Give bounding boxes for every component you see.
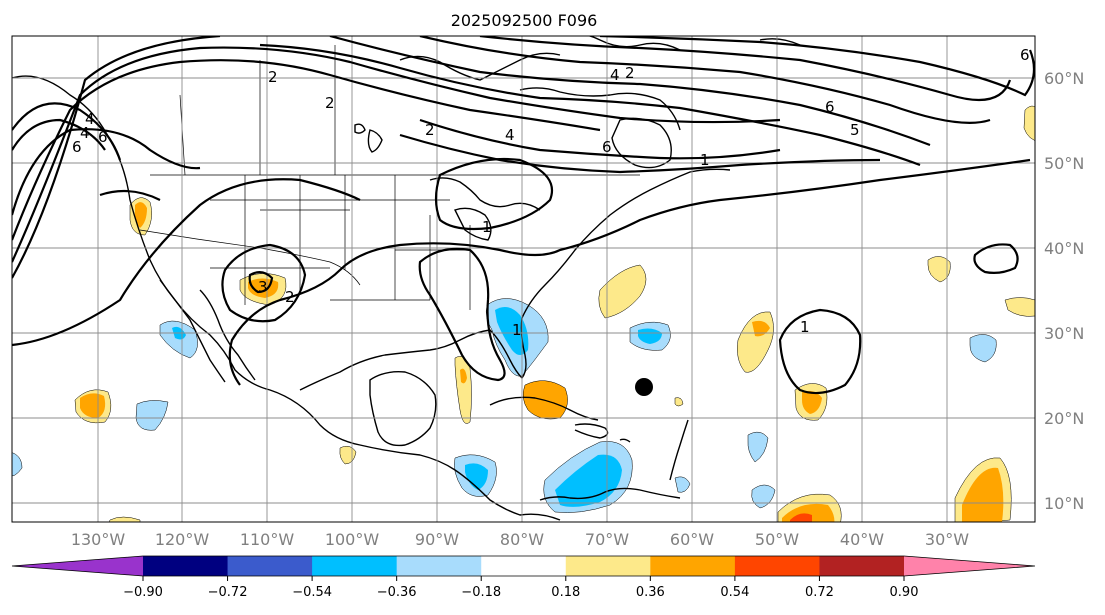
colorbar-tick-label: 0.72 [805, 585, 834, 600]
lat-label: 10°N [1044, 494, 1084, 513]
colorbar-tick-label: 0.18 [551, 585, 580, 600]
contour-label: 4 [85, 110, 95, 128]
contour-label: 1 [800, 318, 810, 336]
colorbar-tick-labels: −0.90 −0.72 −0.54 −0.36 −0.18 0.18 0.36 0.54 0.7… [123, 576, 918, 600]
lon-label: 80°W [500, 530, 544, 549]
colorbar-segment [481, 556, 567, 576]
lat-label: 40°N [1044, 239, 1084, 258]
lon-label: 30°W [925, 530, 969, 549]
anomaly-positive [927, 256, 951, 283]
contour-label: 3 [258, 278, 268, 296]
borders [139, 45, 640, 310]
contour-label: 2 [625, 64, 635, 82]
colorbar-extend-low [12, 556, 143, 576]
colorbar-tick-label: 0.54 [720, 585, 749, 600]
contour-label: 5 [850, 121, 860, 139]
lat-label: 30°N [1044, 324, 1084, 343]
colorbar-segment [143, 556, 229, 576]
coastlines [12, 36, 801, 521]
lon-label: 130°W [71, 530, 126, 549]
contour-label: 6 [602, 138, 612, 156]
colorbar-segment [734, 556, 820, 576]
lon-label: 120°W [155, 530, 210, 549]
colorbar-segment [819, 556, 905, 576]
contour-label: 1 [482, 218, 492, 236]
storm-center-marker [635, 378, 653, 396]
colorbar-tick-label: 0.36 [636, 585, 665, 600]
contour-label: 6 [825, 98, 835, 116]
anomaly-negative [159, 320, 198, 359]
contour-label: 4 [610, 66, 620, 84]
colorbar-segment [227, 556, 313, 576]
longitude-labels: 130°W 120°W 110°W 100°W 90°W 80°W 70°W 6… [71, 530, 969, 549]
colorbar-segment [396, 556, 482, 576]
lon-label: 90°W [415, 530, 459, 549]
contour-label: 2 [268, 68, 278, 86]
contour-label: 2 [425, 121, 435, 139]
colorbar-tick-label: 0.90 [890, 585, 919, 600]
lon-label: 50°W [755, 530, 799, 549]
lon-label: 70°W [585, 530, 629, 549]
anomaly-negative [747, 431, 769, 463]
anomaly-negative [12, 452, 23, 477]
contour-label: 1 [700, 151, 710, 169]
anomaly-negative [969, 334, 997, 363]
contour-label: 2 [325, 94, 335, 112]
colorbar-extend-high [904, 556, 1035, 576]
colorbar-tick-label: −0.18 [461, 585, 501, 600]
colorbar-tick-label: −0.54 [292, 585, 332, 600]
contour-labels: 6 4 6 4 2 4 2 6 6 5 4 2 6 2 3 2 1 1 1 1 [72, 46, 1030, 339]
colorbar-segment [565, 556, 651, 576]
contour-label: 2 [285, 288, 295, 306]
anomaly-positive [1023, 105, 1035, 141]
anomaly-negative [674, 476, 691, 493]
anomaly-positive [108, 516, 141, 522]
colorbar-segment [650, 556, 736, 576]
contour-label: 6 [72, 138, 82, 156]
anomaly-positive [598, 264, 647, 319]
lat-label: 60°N [1044, 69, 1084, 88]
contour-label: 4 [505, 126, 515, 144]
colorbar-tick-label: −0.72 [208, 585, 248, 600]
contour-lines [12, 36, 1035, 395]
map-frame [11, 35, 1036, 523]
contour-label: 6 [1020, 46, 1030, 64]
lon-label: 110°W [240, 530, 295, 549]
colorbar-segment [312, 556, 398, 576]
colorbar [11, 555, 1036, 577]
anomaly-positive [1004, 297, 1035, 317]
graticule [12, 36, 1035, 522]
anomaly-negative [135, 400, 169, 431]
contour-label: 4 [80, 124, 90, 142]
colorbar-tick-label: −0.36 [377, 585, 417, 600]
latitude-labels: 60°N 50°N 40°N 30°N 20°N 10°N [1044, 69, 1084, 513]
anomaly-positive [674, 397, 684, 407]
contour-label: 1 [512, 321, 522, 339]
lon-label: 40°W [840, 530, 884, 549]
lon-label: 100°W [325, 530, 380, 549]
colorbar-tick-label: −0.90 [123, 585, 163, 600]
lat-label: 20°N [1044, 409, 1084, 428]
contour-label: 6 [98, 128, 108, 146]
lat-label: 50°N [1044, 154, 1084, 173]
lon-label: 60°W [670, 530, 714, 549]
map-title: 2025092500 F096 [451, 11, 598, 30]
